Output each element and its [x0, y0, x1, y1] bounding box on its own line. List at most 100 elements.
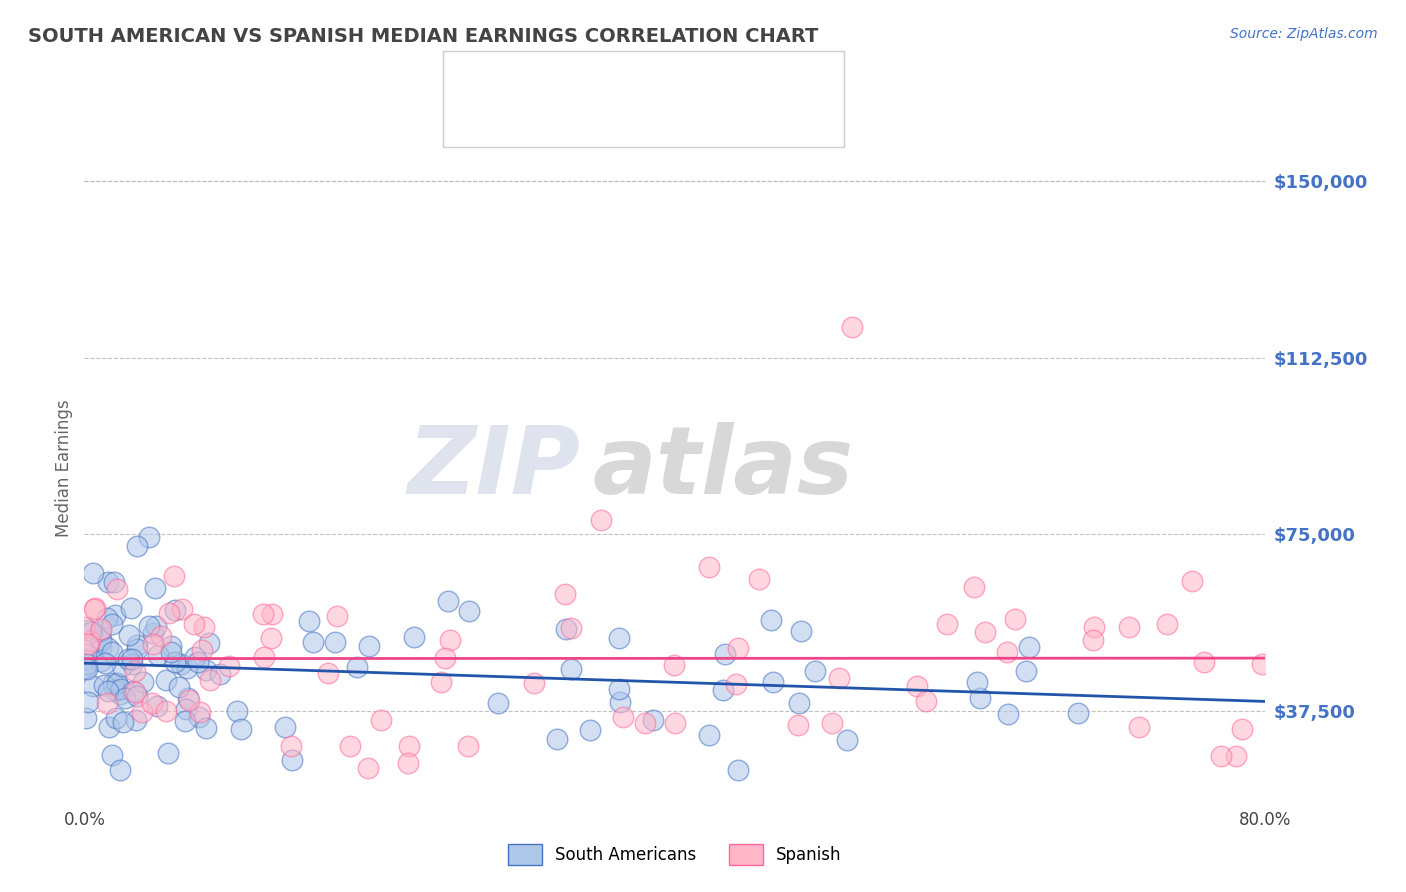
Point	[260, 607, 283, 622]
Point	[83, 602, 105, 616]
Point	[398, 739, 420, 754]
Point	[120, 601, 142, 615]
Point	[172, 601, 194, 615]
Point	[713, 647, 735, 661]
Point	[190, 705, 212, 719]
Point	[194, 721, 217, 735]
Point	[105, 582, 128, 597]
Point	[697, 728, 720, 742]
Point	[122, 684, 145, 698]
Point	[612, 710, 634, 724]
Point	[1018, 640, 1040, 654]
Point	[108, 763, 131, 777]
Point	[326, 608, 349, 623]
Point	[142, 637, 165, 651]
Point	[1015, 664, 1038, 678]
Point	[804, 665, 827, 679]
Point	[218, 658, 240, 673]
Point	[79, 634, 101, 648]
Point	[727, 763, 749, 777]
Text: atlas: atlas	[592, 422, 853, 515]
Point	[118, 628, 141, 642]
Point	[138, 530, 160, 544]
Point	[187, 655, 209, 669]
Point	[1250, 657, 1272, 671]
Point	[131, 705, 153, 719]
Point	[193, 620, 215, 634]
Point	[1066, 706, 1088, 720]
Text: 75: 75	[651, 114, 676, 132]
Point	[124, 713, 146, 727]
Point	[76, 637, 98, 651]
Point	[591, 513, 613, 527]
Point	[97, 720, 120, 734]
Point	[79, 625, 101, 640]
Point	[83, 601, 105, 615]
Point	[90, 654, 112, 668]
Point	[82, 679, 104, 693]
Point	[111, 715, 134, 730]
Point	[145, 699, 167, 714]
Point	[117, 651, 139, 665]
Point	[1225, 748, 1247, 763]
Point	[157, 607, 180, 621]
Point	[634, 715, 657, 730]
Text: N =: N =	[598, 66, 650, 84]
Point	[841, 320, 863, 334]
Point	[155, 704, 177, 718]
Point	[90, 640, 112, 655]
Point	[997, 706, 1019, 721]
Point	[711, 682, 734, 697]
Point	[1232, 722, 1254, 736]
Legend: South Americans, Spanish: South Americans, Spanish	[502, 838, 848, 871]
Point	[995, 645, 1018, 659]
Point	[142, 626, 165, 640]
Point	[252, 607, 274, 622]
Point	[141, 696, 163, 710]
Point	[73, 620, 96, 634]
Point	[486, 697, 509, 711]
Point	[439, 633, 461, 648]
Point	[89, 624, 111, 638]
Point	[160, 639, 183, 653]
Point	[198, 673, 221, 687]
Point	[323, 634, 346, 648]
Point	[554, 622, 576, 636]
Point	[759, 613, 782, 627]
Point	[191, 642, 214, 657]
Point	[179, 692, 201, 706]
Point	[370, 713, 392, 727]
Point	[281, 753, 304, 767]
Point	[138, 619, 160, 633]
Point	[127, 540, 149, 554]
Point	[97, 574, 120, 589]
Point	[607, 632, 630, 646]
Point	[963, 580, 986, 594]
Point	[75, 661, 97, 675]
Point	[260, 632, 283, 646]
Point	[546, 731, 568, 746]
Point	[132, 675, 155, 690]
Point	[176, 702, 198, 716]
Point	[396, 756, 419, 770]
Text: R =: R =	[502, 66, 541, 84]
Text: Source: ZipAtlas.com: Source: ZipAtlas.com	[1230, 27, 1378, 41]
Point	[915, 694, 938, 708]
Point	[93, 678, 115, 692]
Point	[664, 715, 686, 730]
Point	[302, 635, 325, 649]
Point	[436, 594, 458, 608]
Point	[96, 696, 118, 710]
Point	[104, 682, 127, 697]
Point	[748, 572, 770, 586]
Point	[75, 711, 97, 725]
Point	[225, 705, 247, 719]
Point	[664, 657, 686, 672]
Point	[1004, 612, 1026, 626]
Text: -0.164: -0.164	[544, 66, 609, 84]
Point	[1180, 574, 1202, 589]
Point	[1083, 620, 1105, 634]
Point	[253, 650, 276, 665]
Point	[787, 696, 810, 710]
Point	[907, 679, 929, 693]
